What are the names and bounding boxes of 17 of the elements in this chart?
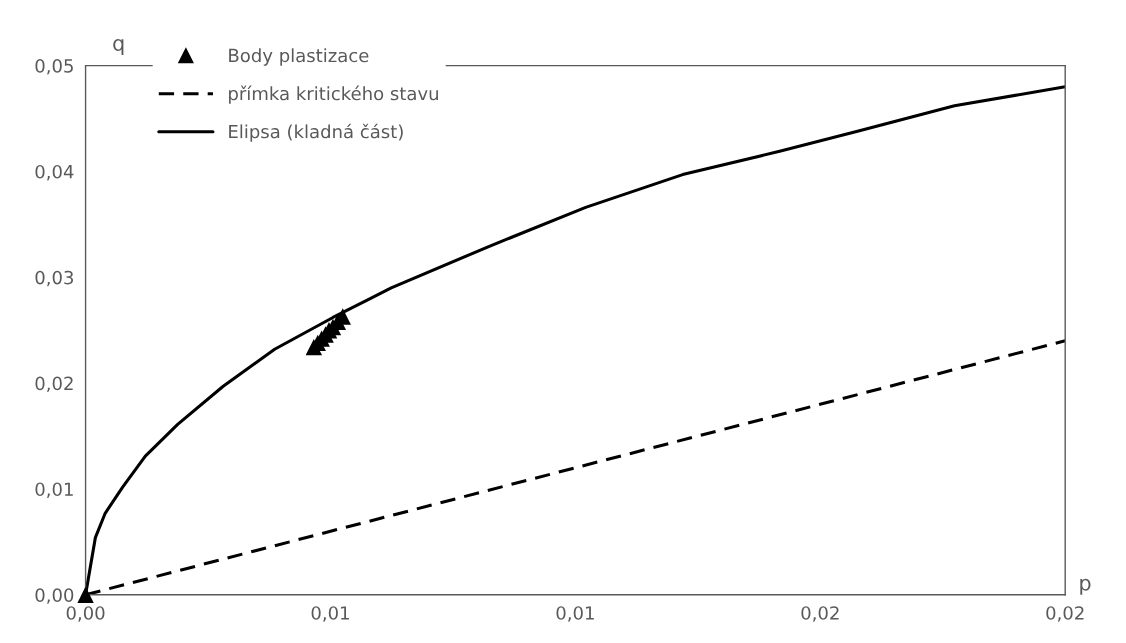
y-axis-title: q xyxy=(113,39,124,55)
y-tick-label: 0,00 xyxy=(35,588,74,604)
x-tick-label: 0,02 xyxy=(801,606,839,622)
x-tick-label: 0,01 xyxy=(311,606,349,622)
y-tick-label: 0,03 xyxy=(35,270,74,287)
x-tick-label: 0,02 xyxy=(1046,606,1084,622)
x-tick-label: 0,00 xyxy=(66,606,105,622)
y-tick-label: 0,05 xyxy=(35,59,73,75)
legend-label: Body plastizace xyxy=(229,48,369,66)
y-tick-label: 0,04 xyxy=(35,164,74,181)
legend-label: Elipsa (kladná část) xyxy=(229,123,403,142)
legend-label: přímka kritického stavu xyxy=(229,85,438,104)
point xyxy=(77,586,94,603)
x-tick-label: 0,01 xyxy=(556,606,594,622)
y-tick-label: 0,02 xyxy=(35,376,73,393)
x-axis-title: p xyxy=(1080,578,1091,595)
y-tick-label: 0,01 xyxy=(35,482,73,498)
